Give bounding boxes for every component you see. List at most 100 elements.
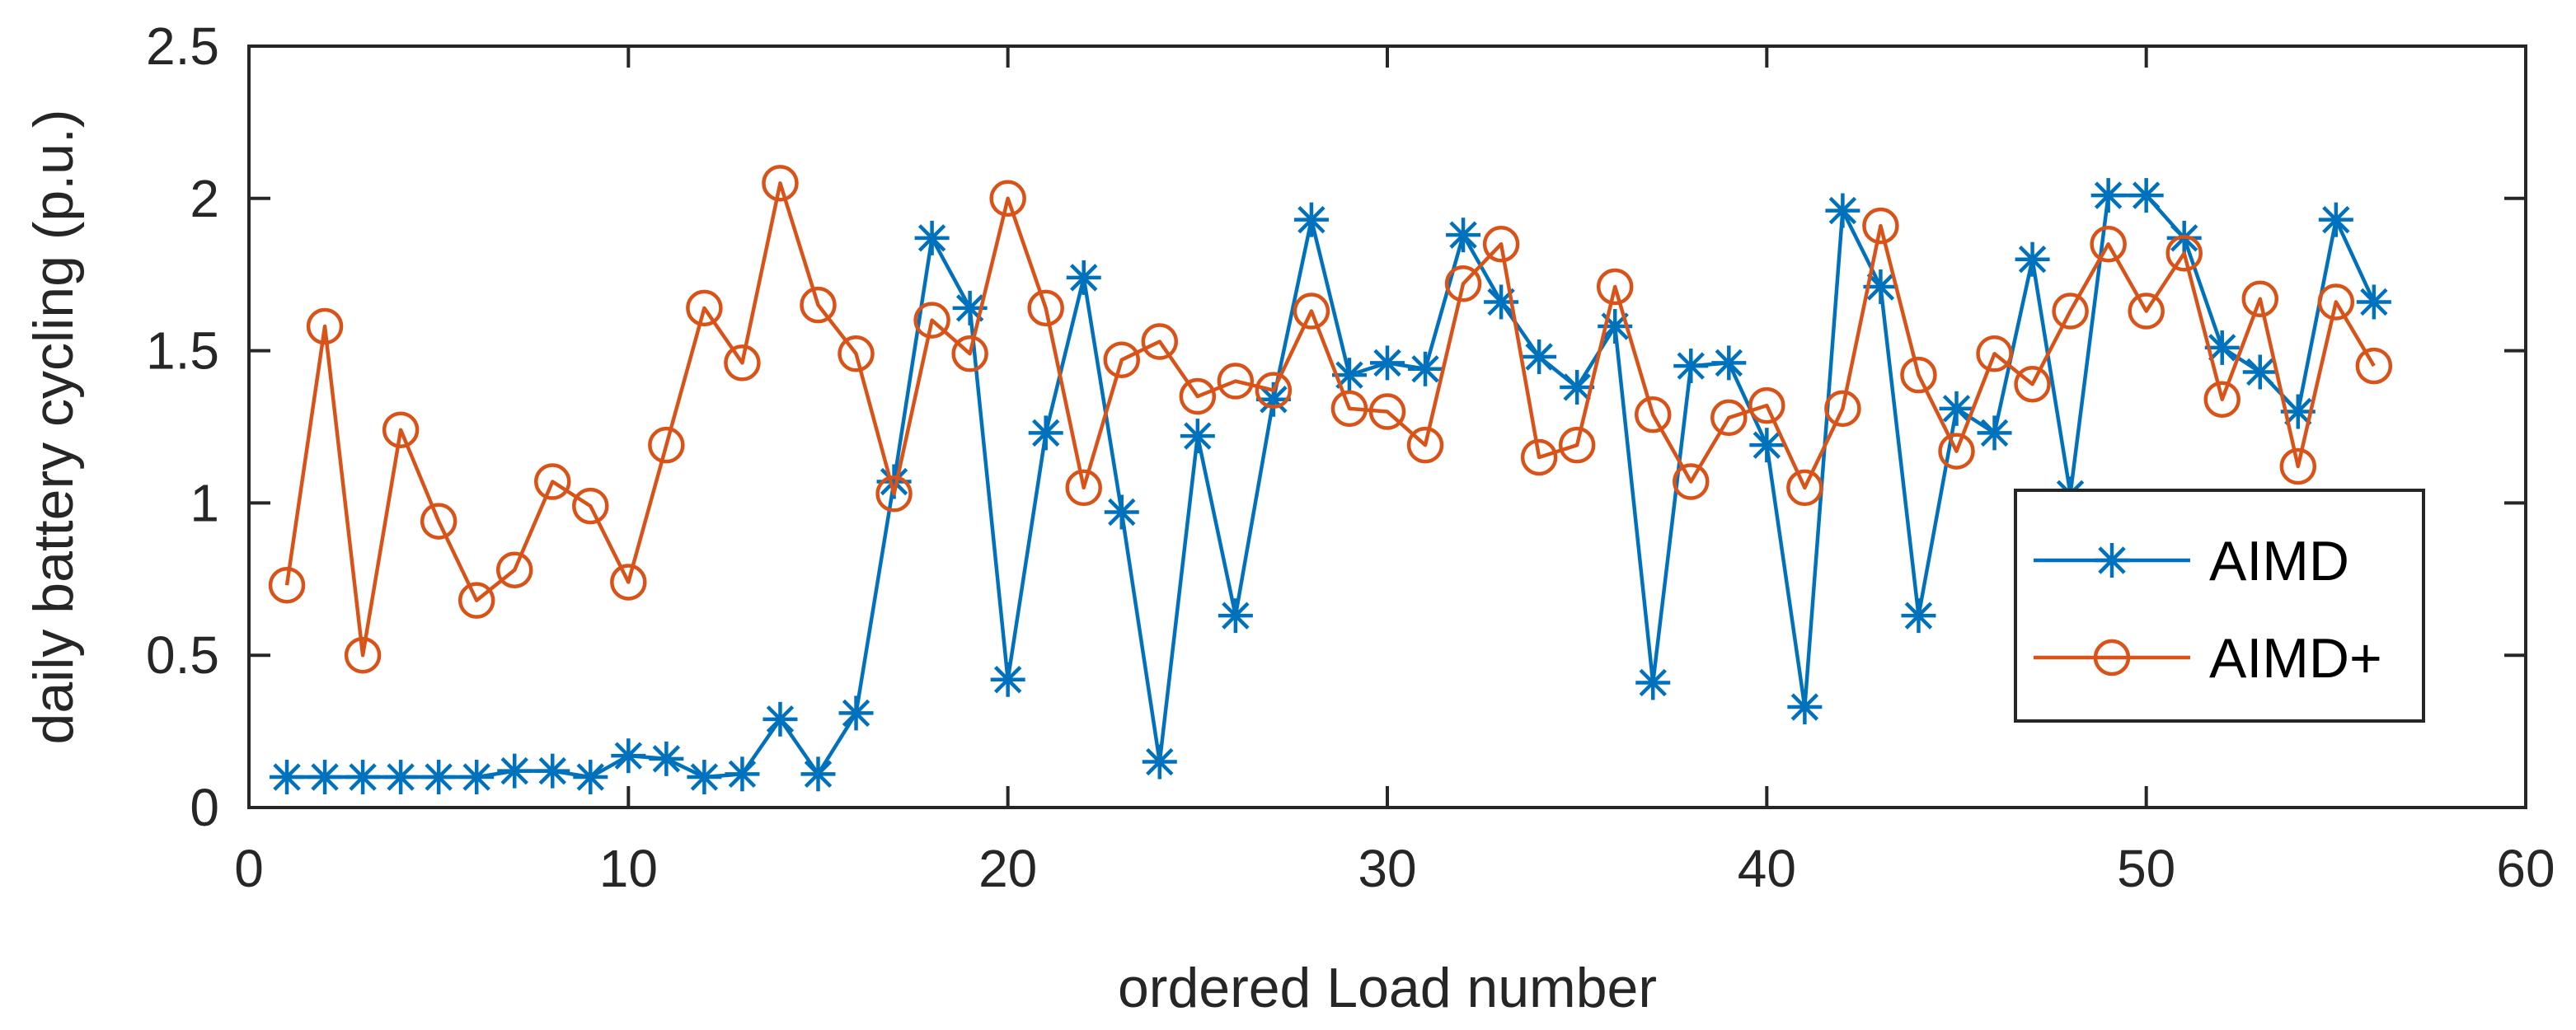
data-point-aimd-plus: [686, 289, 723, 327]
legend-label: AIMD+: [2209, 627, 2382, 690]
data-point-aimd: [611, 738, 646, 774]
x-tick-label: 30: [1358, 839, 1416, 898]
data-point-aimd: [1066, 260, 1101, 295]
data-point-aimd-plus: [2203, 381, 2241, 418]
legend-label: AIMD: [2209, 530, 2349, 592]
data-point-aimd: [800, 756, 836, 792]
data-point-aimd: [270, 760, 305, 795]
data-point-aimd: [459, 760, 495, 795]
x-tick-label: 10: [599, 839, 658, 898]
data-point-aimd: [1408, 351, 1443, 386]
data-point-aimd: [2318, 202, 2353, 237]
data-point-aimd: [687, 760, 722, 795]
data-point-aimd: [2356, 284, 2391, 320]
y-tick-label: 1: [190, 473, 219, 532]
data-point-aimd-plus: [2052, 293, 2089, 330]
data-point-aimd-plus: [1255, 372, 1293, 409]
data-point-aimd: [762, 701, 798, 737]
y-tick-label: 0: [190, 778, 219, 837]
legend-marker: [2095, 543, 2129, 578]
data-point-aimd: [1787, 690, 1823, 725]
data-point-aimd: [1446, 218, 1481, 253]
x-tick-label: 20: [978, 839, 1037, 898]
data-point-aimd-plus: [306, 307, 344, 345]
data-point-aimd-plus: [1900, 356, 1937, 394]
data-point-aimd-plus: [1444, 265, 1482, 302]
data-point-aimd: [1142, 744, 1177, 780]
data-point-aimd: [497, 753, 533, 789]
data-point-aimd-plus: [2128, 293, 2165, 330]
data-point-aimd-plus: [1710, 399, 1748, 437]
data-point-aimd-plus: [1293, 293, 1330, 330]
data-point-aimd: [990, 662, 1025, 697]
data-point-aimd-plus: [1141, 323, 1179, 360]
data-point-aimd-plus: [1065, 469, 1102, 507]
data-point-aimd-plus: [1786, 469, 1823, 507]
data-point-aimd-plus: [1103, 341, 1141, 378]
data-point-aimd-plus: [951, 335, 988, 372]
data-point-aimd-plus: [495, 551, 533, 588]
data-point-aimd: [345, 760, 381, 795]
data-point-aimd-plus: [1862, 207, 1899, 245]
y-tick-label: 0.5: [146, 625, 219, 685]
data-point-aimd: [1711, 345, 1747, 381]
data-point-aimd-plus: [1596, 268, 1634, 306]
data-point-aimd-plus: [2355, 347, 2393, 385]
data-point-aimd-plus: [1558, 426, 1596, 464]
data-point-aimd-plus: [762, 165, 799, 202]
data-point-aimd-plus: [382, 411, 420, 448]
data-point-aimd: [1635, 665, 1671, 700]
data-point-aimd-plus: [989, 180, 1026, 218]
x-axis-label: ordered Load number: [1118, 957, 1657, 1019]
legend-box: [2014, 489, 2425, 723]
data-point-aimd-plus: [2317, 283, 2355, 321]
data-point-aimd: [2090, 178, 2126, 213]
x-tick-label: 0: [234, 839, 264, 898]
data-point-aimd: [1749, 428, 1785, 463]
data-point-aimd-plus: [913, 302, 950, 339]
data-point-aimd: [1293, 202, 1329, 237]
data-point-aimd-plus: [1634, 396, 1672, 433]
data-point-aimd: [1522, 339, 1557, 374]
data-point-aimd: [535, 753, 570, 789]
data-point-aimd-plus: [610, 564, 647, 601]
data-point-aimd-plus: [1748, 386, 1785, 424]
data-point-aimd-plus: [2279, 447, 2317, 485]
data-point-aimd-plus: [875, 475, 913, 513]
data-point-aimd-plus: [268, 566, 306, 604]
data-point-aimd-plus: [344, 636, 382, 674]
data-point-aimd-plus: [1824, 390, 1861, 428]
data-point-aimd-plus: [2090, 225, 2127, 263]
data-point-aimd: [1180, 419, 1215, 454]
series-aimd-plus: [268, 165, 2393, 674]
data-point-aimd: [1939, 391, 1974, 426]
data-point-aimd-plus: [2014, 366, 2051, 403]
data-point-aimd-plus: [572, 487, 609, 525]
data-point-aimd-plus: [2165, 235, 2203, 272]
data-point-aimd-plus: [457, 582, 495, 619]
data-point-aimd-plus: [1406, 426, 1444, 464]
data-point-aimd-plus: [1520, 438, 1558, 476]
legend-marker: [2093, 639, 2131, 677]
data-point-aimd-plus: [420, 503, 457, 540]
data-point-aimd: [1028, 415, 1063, 451]
data-point-aimd-plus: [1976, 335, 2013, 372]
x-tick-label: 50: [2117, 839, 2175, 898]
x-tick-label: 60: [2496, 839, 2555, 898]
y-tick-label: 1.5: [146, 321, 219, 381]
y-tick-label: 2: [190, 169, 219, 228]
data-point-aimd-plus: [724, 344, 761, 382]
data-point-aimd-plus: [1027, 289, 1064, 327]
series-layer: [268, 165, 2393, 795]
y-tick-label: 2.5: [146, 16, 219, 76]
data-point-aimd-plus: [1368, 393, 1406, 430]
data-point-aimd: [1370, 345, 1405, 381]
data-point-aimd-plus: [1330, 390, 1368, 428]
data-point-aimd: [1560, 369, 1595, 405]
data-point-aimd-plus: [1217, 363, 1255, 400]
data-point-aimd-plus: [1938, 433, 1975, 470]
tick-layer: 0 10 20 30 40 50 60 0 0.5 1 1.5 2 2.5: [146, 16, 2555, 898]
data-point-aimd-plus: [800, 286, 837, 324]
data-point-aimd-plus: [1179, 377, 1217, 415]
